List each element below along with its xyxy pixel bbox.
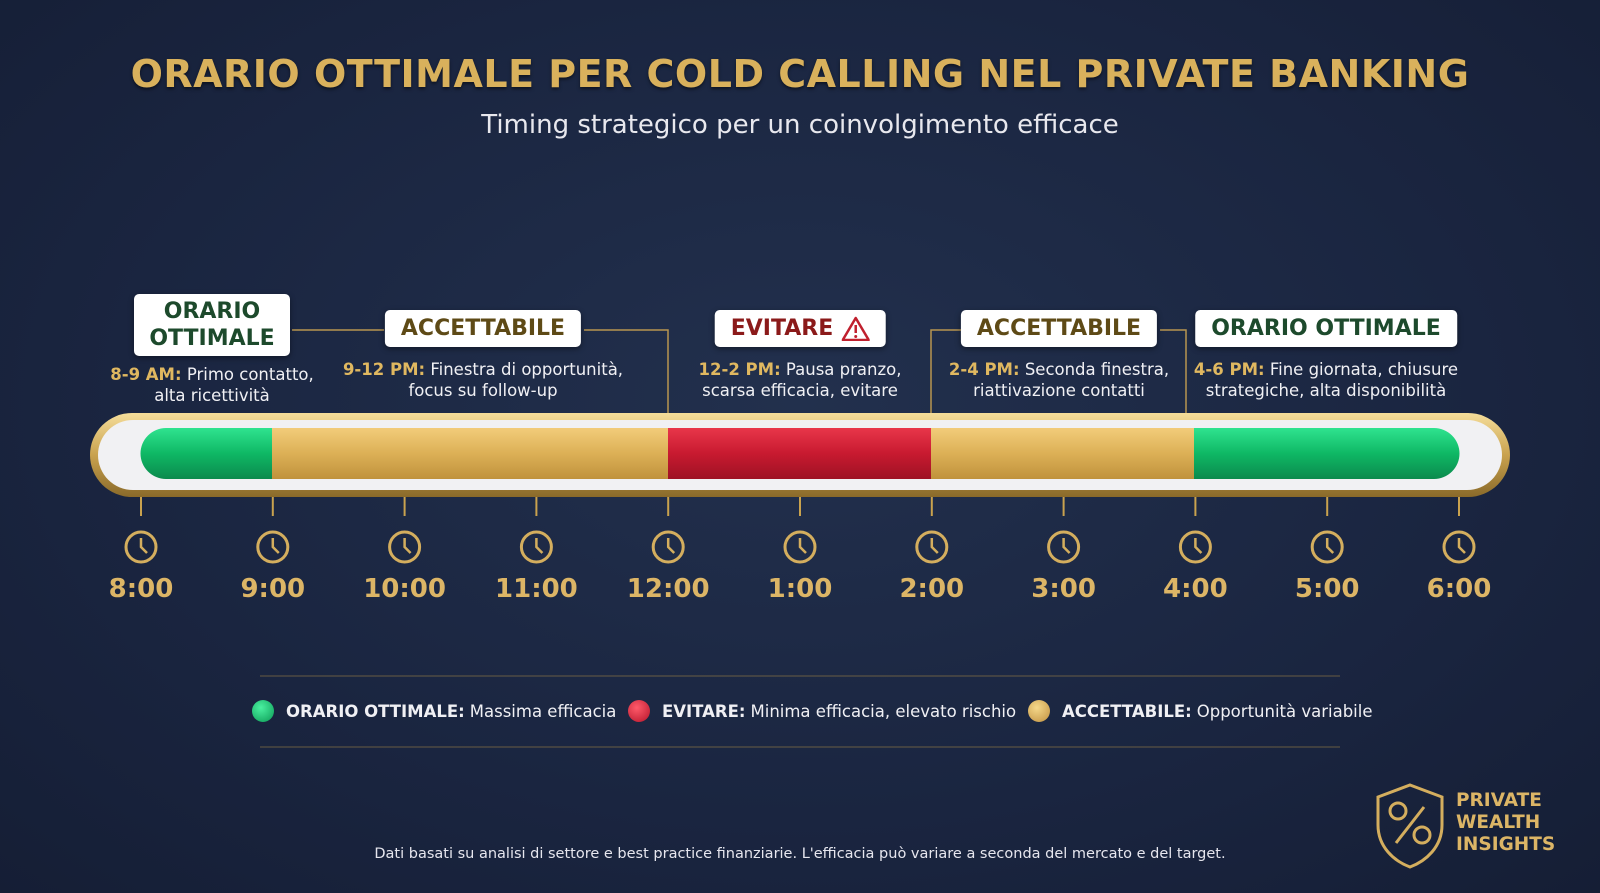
description: 4-6 PM: Fine giornata, chiusure strategi… [1191,359,1461,401]
logo-shield [1376,783,1444,869]
clock-hands [930,538,939,554]
text: Pausa pranzo, scarsa efficacia, evitare [702,360,902,400]
badge: ACCETTABILE [960,310,1158,347]
badge: ACCETTABILE [384,310,582,347]
text: Seconda finestra, riattivazione contatti [973,360,1170,400]
description: 2-4 PM: Seconda finestra, riattivazione … [944,359,1174,401]
legend-text: Minima efficacia, elevato rischio [750,701,1017,721]
clock [1047,530,1081,564]
segment [140,428,272,479]
time-label: 6:00 [1426,574,1492,604]
logo-text: WEALTH [1456,812,1541,833]
warning-icon [841,316,870,341]
clock-hands [666,538,676,554]
description: 9-12 PM: Finestra di opportunità, focus … [338,359,628,401]
clock-hands [1194,538,1203,554]
clock [783,530,817,564]
legend-dot [252,700,274,722]
clock [256,530,290,564]
time-label: 3:00 [1031,574,1096,604]
range: 8-9 AM: [110,365,182,384]
clock [1178,530,1212,564]
segment [668,428,931,479]
legend-dot [1028,700,1050,722]
clock-hands [403,538,412,554]
legend-dot [628,700,650,722]
legend-text: Massima efficacia [469,701,617,721]
clock-hands [535,538,544,554]
clock-hands [271,538,280,554]
description: 8-9 AM: Primo contatto, alta ricettività [102,364,322,406]
clock-hands [139,538,148,554]
legend-label: ACCETTABILE: [1062,701,1192,721]
badge: EVITARE [714,310,886,347]
clock [124,530,158,564]
time-label: 1:00 [767,574,833,604]
clock-hands [1325,538,1335,554]
clock [388,530,422,564]
segment [931,428,1194,479]
time-label: 11:00 [495,574,578,604]
badge: ORARIO OTTIMALE [134,294,290,356]
subtitle: Timing strategico per un coinvolgimento … [481,110,1119,140]
legend-label: ORARIO OTTIMALE: [286,701,465,721]
clock [915,530,949,564]
time-label: 10:00 [363,574,446,604]
legend-item: ACCETTABILE: Opportunità variabile [1028,700,1373,722]
text: Primo contatto, alta ricettività [154,365,314,405]
logo-text: PRIVATE [1456,790,1542,811]
badge: ORARIO OTTIMALE [1195,310,1457,347]
clock [1442,530,1476,564]
time-label: 9:00 [240,574,306,604]
segment [272,428,668,479]
legend-item: ORARIO OTTIMALE: Massima efficacia [252,700,616,722]
segment [1194,428,1460,479]
range: 9-12 PM: [342,360,426,379]
clock-hands [798,538,807,554]
title: ORARIO OTTIMALE PER COLD CALLING NEL PRI… [130,52,1470,96]
clock [651,530,685,564]
text: Finestra di opportunità, focus su follow… [408,360,624,400]
time-label: 4:00 [1163,574,1228,604]
footer: Dati basati su analisi di settore e best… [374,846,1226,862]
clock [1310,530,1344,564]
description: 12-2 PM: Pausa pranzo, scarsa efficacia,… [695,359,905,401]
legend-text: Opportunità variabile [1196,701,1373,721]
clock [519,530,553,564]
clock-icons [124,497,1476,564]
time-label: 8:00 [108,574,174,604]
time-label: 12:00 [626,574,710,604]
time-label: 5:00 [1294,574,1360,604]
legend-item: EVITARE: Minima efficacia, elevato rischi… [628,700,1016,722]
bar-segments [140,428,1460,479]
range: 2-4 PM: [948,360,1020,379]
clock-hands [1457,538,1466,554]
clock-hands [1062,538,1071,554]
range: 12-2 PM: [698,360,781,379]
range: 4-6 PM: [1193,360,1265,379]
legend-label: EVITARE: [662,701,746,721]
logo-text: INSIGHTS [1456,834,1556,855]
time-label: 2:00 [899,574,965,604]
text: Fine giornata, chiusure strategiche, alt… [1205,360,1459,400]
badge-text: EVITARE [730,316,834,341]
